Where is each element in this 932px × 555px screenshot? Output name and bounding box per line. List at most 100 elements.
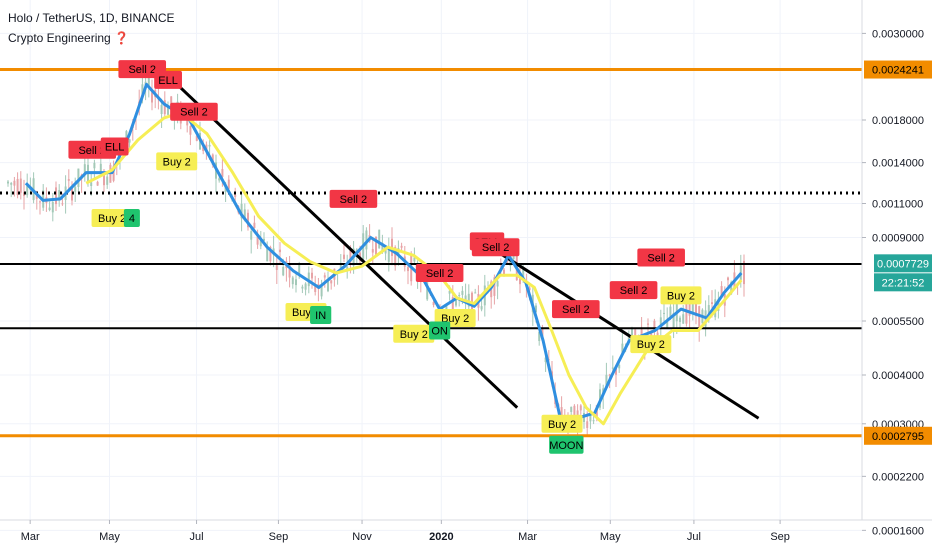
candle-body bbox=[448, 290, 451, 294]
buy-signal-text: Buy 2 bbox=[548, 419, 576, 431]
y-tick-label: 0.0002200 bbox=[872, 471, 924, 483]
candle-body bbox=[195, 135, 198, 141]
candle-body bbox=[141, 84, 144, 98]
candle-body bbox=[407, 267, 409, 272]
x-tick-label: Nov bbox=[352, 531, 372, 543]
candle-body bbox=[493, 277, 496, 296]
candle-body bbox=[250, 231, 253, 240]
x-tick-label: Mar bbox=[21, 531, 40, 543]
candle-body bbox=[263, 238, 265, 241]
moon-signal-text: ON bbox=[431, 326, 448, 338]
price-tag bbox=[874, 254, 932, 273]
sell-signal-label bbox=[637, 248, 685, 267]
candle-body bbox=[480, 306, 483, 310]
candle-body bbox=[13, 180, 16, 186]
candle-body bbox=[67, 179, 70, 181]
buy-signal-text: Buy 2 bbox=[163, 156, 191, 168]
trend-line bbox=[171, 78, 519, 409]
moon-signal-text: 4 bbox=[129, 213, 135, 225]
candle-body bbox=[243, 209, 246, 221]
x-tick-label: Sep bbox=[770, 531, 790, 543]
candle-body bbox=[743, 260, 745, 285]
candle-body bbox=[464, 295, 467, 301]
candle-body bbox=[330, 280, 333, 284]
x-tick-label: Jul bbox=[687, 531, 701, 543]
y-tick-label: 0.0011000 bbox=[872, 198, 923, 210]
candle-body bbox=[503, 269, 505, 275]
candle-body bbox=[688, 299, 691, 316]
candle-body bbox=[541, 328, 544, 337]
candle-body bbox=[77, 168, 80, 187]
candle-body bbox=[103, 172, 105, 186]
symbol-title[interactable]: Holo / TetherUS, 1D, BINANCE bbox=[8, 11, 175, 25]
price-tags-layer: 0.0024241 0.0002795 0.0007729 22:21:52 bbox=[864, 60, 932, 445]
candle-body bbox=[365, 230, 368, 250]
candle-body bbox=[717, 298, 720, 311]
sell-signal-label bbox=[552, 300, 600, 319]
candle-body bbox=[304, 283, 307, 290]
candle-body bbox=[461, 290, 464, 295]
x-tick-label: May bbox=[600, 531, 621, 543]
candle-body bbox=[381, 242, 384, 253]
candle-body bbox=[163, 100, 166, 115]
candle-body bbox=[298, 263, 301, 274]
candle-body bbox=[544, 357, 547, 363]
y-tick-label: 0.0014000 bbox=[872, 158, 924, 170]
buy-signal-label bbox=[541, 414, 583, 433]
moon-signal-label bbox=[123, 208, 140, 227]
buy-signal-text: Buy 2 bbox=[400, 329, 428, 341]
candle-body bbox=[679, 317, 681, 322]
indicator-title[interactable]: Crypto Engineering ❓ bbox=[8, 31, 130, 45]
candle-body bbox=[51, 201, 54, 213]
candle-body bbox=[512, 253, 515, 260]
candle-body bbox=[570, 406, 573, 412]
candle-body bbox=[160, 104, 163, 115]
candle-body bbox=[323, 275, 326, 278]
candle-body bbox=[301, 286, 304, 289]
candle-body bbox=[615, 366, 617, 375]
candle-body bbox=[519, 275, 521, 285]
moon-signal-text: MOON bbox=[549, 440, 583, 452]
candle-body bbox=[611, 367, 614, 369]
candle-body bbox=[535, 305, 537, 313]
level-price-tag bbox=[864, 426, 932, 445]
level-price-tag bbox=[864, 60, 932, 79]
candle-body bbox=[455, 299, 457, 306]
candle-body bbox=[720, 286, 723, 298]
candle-body bbox=[400, 245, 403, 248]
candle-body bbox=[128, 139, 131, 143]
candle-body bbox=[39, 201, 41, 203]
sell-signal-label bbox=[415, 264, 464, 283]
candle-body bbox=[291, 277, 294, 285]
moon-signal-label bbox=[429, 321, 451, 340]
candle-body bbox=[247, 212, 249, 228]
candle-body bbox=[314, 286, 317, 292]
candle-body bbox=[343, 254, 345, 259]
candle-body bbox=[253, 222, 256, 228]
candle-body bbox=[621, 343, 624, 354]
candle-body bbox=[634, 329, 637, 336]
candle-body bbox=[698, 306, 701, 329]
level-price-tag-text: 0.0024241 bbox=[872, 65, 924, 77]
candle-body bbox=[432, 301, 435, 306]
level-price-tag-text: 0.0002795 bbox=[872, 431, 924, 443]
candle-body bbox=[592, 420, 595, 422]
candle-body bbox=[378, 229, 381, 249]
price-tag bbox=[874, 273, 932, 292]
candle-body bbox=[451, 297, 454, 311]
candle-body bbox=[83, 164, 86, 176]
candle-body bbox=[320, 285, 323, 297]
buy-signal-label bbox=[630, 335, 672, 354]
grid-layer bbox=[0, 0, 862, 531]
candle-body bbox=[691, 304, 694, 313]
candle-body bbox=[458, 294, 461, 296]
y-tick-label: 0.0018000 bbox=[872, 115, 924, 127]
sell-signal-text: Sell 2 bbox=[562, 304, 590, 316]
candle-body bbox=[189, 126, 192, 135]
sell-signal-text: ELL bbox=[158, 75, 178, 87]
sell-signal-text: Sell 2 bbox=[78, 145, 106, 157]
candle-body bbox=[282, 266, 285, 276]
